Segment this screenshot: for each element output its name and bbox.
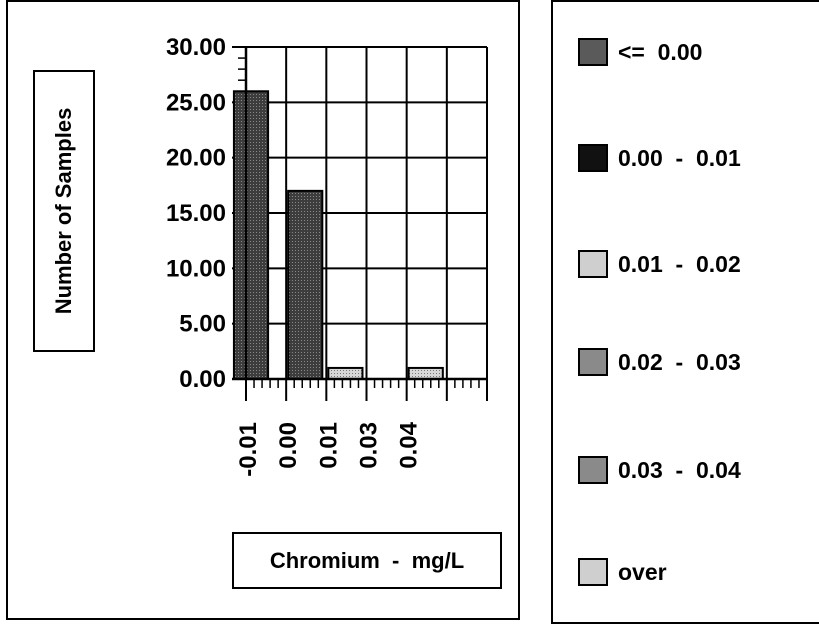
legend-swatch: [578, 348, 608, 376]
legend-label: <= 0.00: [618, 38, 703, 65]
bar: [232, 90, 270, 381]
y-tick-label: 5.00: [179, 311, 226, 338]
legend-item: <= 0.00: [578, 38, 702, 66]
legend-item: 0.02 - 0.03: [578, 348, 741, 376]
legend-label: over: [618, 558, 667, 585]
legend-swatch: [578, 558, 608, 586]
y-tick-label: 25.00: [166, 89, 226, 116]
x-tick-label: -0.01: [235, 422, 262, 477]
y-tick-label: 10.00: [166, 255, 226, 282]
x-tick-label: 0.04: [396, 421, 423, 468]
legend-item: over: [578, 558, 667, 586]
x-tick-label: 0.01: [315, 422, 342, 469]
y-tick-label: 0.00: [179, 366, 226, 393]
y-axis-label: Number of Samples: [51, 107, 76, 315]
legend-item: 0.00 - 0.01: [578, 144, 741, 172]
legend-panel: [551, 0, 819, 624]
legend-label: 0.01 - 0.02: [618, 250, 741, 277]
legend-swatch: [578, 144, 608, 172]
bar: [407, 366, 444, 380]
legend-label: 0.00 - 0.01: [618, 144, 741, 171]
y-tick-label: 30.00: [166, 34, 226, 61]
legend-swatch: [578, 250, 608, 278]
x-tick-label: 0.00: [275, 422, 302, 469]
legend-item: 0.01 - 0.02: [578, 250, 741, 278]
legend-label: 0.02 - 0.03: [618, 348, 741, 375]
legend-swatch: [578, 456, 608, 484]
bar: [287, 189, 324, 380]
x-tick-label: 0.03: [356, 422, 383, 469]
bar: [327, 366, 364, 380]
y-tick-label: 20.00: [166, 145, 226, 172]
y-tick-label: 15.00: [166, 200, 226, 227]
legend-label: 0.03 - 0.04: [618, 456, 741, 483]
legend-swatch: [578, 38, 608, 66]
y-axis-label-box: Number of Samples: [33, 70, 95, 352]
legend-item: 0.03 - 0.04: [578, 456, 741, 484]
x-axis-label: Chromium - mg/L: [232, 532, 502, 589]
